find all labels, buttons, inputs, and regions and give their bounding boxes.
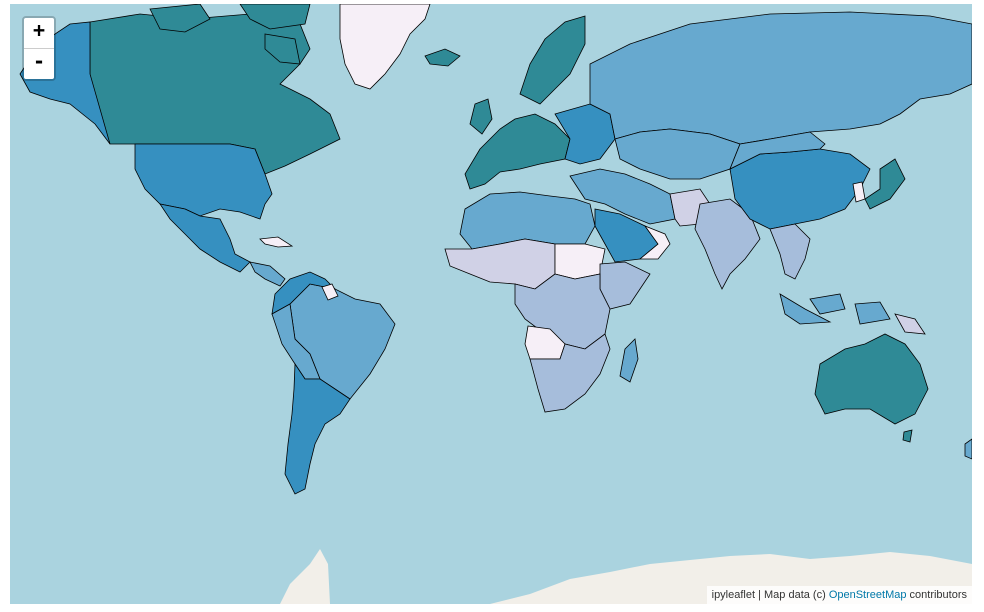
iceland[interactable]	[424, 48, 461, 67]
arctic-islands[interactable]	[149, 4, 311, 65]
argentina-chile[interactable]	[284, 362, 351, 495]
southeast-asia[interactable]	[769, 223, 811, 280]
attribution: ipyleaflet | Map data (c) OpenStreetMap …	[706, 586, 972, 604]
zoom-control: + -	[22, 16, 56, 81]
attribution-suffix: contributors	[906, 589, 967, 601]
australia[interactable]	[814, 333, 929, 425]
zoom-out-button[interactable]: -	[24, 49, 54, 79]
united-states[interactable]	[134, 143, 273, 220]
western-europe[interactable]	[464, 113, 571, 190]
choropleth-map[interactable]	[10, 4, 972, 604]
map-container[interactable]: + - ipyleaflet | Map data (c) OpenStreet…	[10, 4, 972, 604]
openstreetmap-link[interactable]: OpenStreetMap	[828, 589, 907, 601]
zoom-in-button[interactable]: +	[24, 18, 54, 49]
oman-yemen[interactable]	[638, 225, 671, 260]
madagascar[interactable]	[619, 338, 639, 383]
uk-ireland[interactable]	[469, 98, 493, 135]
korea[interactable]	[852, 181, 866, 203]
attribution-prefix: ipyleaflet | Map data (c)	[711, 589, 829, 601]
indonesia[interactable]	[779, 293, 891, 325]
japan[interactable]	[864, 158, 906, 210]
southern-africa[interactable]	[529, 333, 611, 413]
scandinavia[interactable]	[519, 15, 586, 105]
greenland[interactable]	[339, 4, 431, 90]
papua[interactable]	[894, 313, 926, 335]
tasmania[interactable]	[902, 429, 913, 443]
central-africa[interactable]	[514, 273, 611, 350]
cuba[interactable]	[259, 236, 294, 248]
new-zealand[interactable]	[964, 438, 972, 460]
mongolia[interactable]	[729, 131, 826, 170]
central-america[interactable]	[249, 261, 286, 287]
sudan[interactable]	[554, 243, 606, 280]
guyana[interactable]	[321, 283, 339, 301]
